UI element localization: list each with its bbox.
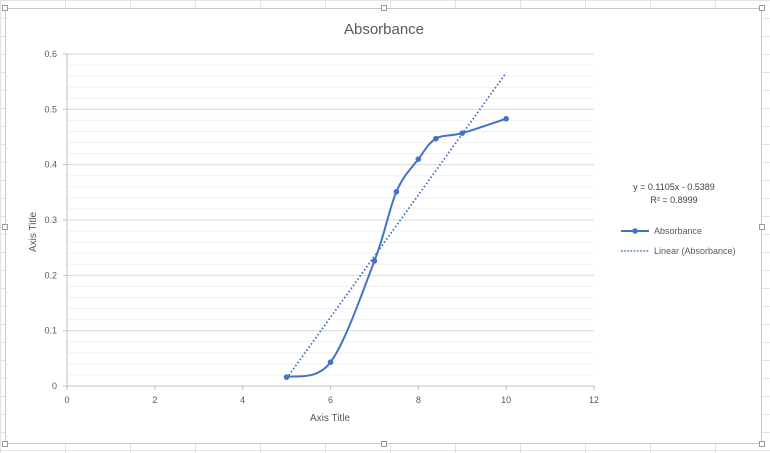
absorbance-data-point xyxy=(433,135,439,142)
legend-label-absorbance: Absorbance xyxy=(654,226,702,236)
y-tick-label: 0 xyxy=(52,381,57,391)
y-axis-tick-labels: 0 0.1 0.2 0.3 0.4 0.5 0.6 xyxy=(44,49,57,391)
x-tick-label: 0 xyxy=(64,395,69,405)
resize-handle-bottom-center[interactable] xyxy=(381,441,387,447)
trendline-equation[interactable]: y = 0.1105x - 0.5389 xyxy=(633,182,715,192)
y-tick-label: 0.1 xyxy=(44,326,57,336)
chart-title[interactable]: Absorbance xyxy=(344,21,424,38)
x-tick-label: 4 xyxy=(240,395,245,405)
minor-gridlines xyxy=(67,64,594,376)
resize-handle-middle-left[interactable] xyxy=(2,224,8,230)
trendline-linear-absorbance xyxy=(285,72,507,379)
x-tick-label: 6 xyxy=(328,395,333,405)
resize-handle-top-left[interactable] xyxy=(2,5,8,11)
resize-handle-bottom-right[interactable] xyxy=(759,441,765,447)
legend[interactable]: Absorbance Linear (Absorbance) xyxy=(621,226,736,256)
legend-label-linear-absorbance: Linear (Absorbance) xyxy=(654,246,736,256)
trendline-r-squared: R² = 0.8999 xyxy=(650,195,697,205)
x-tick-label: 12 xyxy=(589,395,599,405)
absorbance-data-point xyxy=(503,115,509,122)
y-axis-title[interactable]: Axis Title xyxy=(28,212,39,252)
x-tick-label: 2 xyxy=(152,395,157,405)
axes xyxy=(63,53,595,390)
y-tick-label: 0.6 xyxy=(44,49,57,59)
y-tick-label: 0.2 xyxy=(44,270,57,280)
resize-handle-middle-right[interactable] xyxy=(759,224,765,230)
resize-handle-top-center[interactable] xyxy=(381,5,387,11)
plot-series[interactable] xyxy=(283,72,509,380)
x-axis-title[interactable]: Axis Title xyxy=(310,413,350,424)
x-tick-label: 8 xyxy=(416,395,421,405)
absorbance-data-point xyxy=(283,374,290,380)
x-tick-label: 10 xyxy=(501,395,511,405)
y-tick-label: 0.4 xyxy=(44,160,57,170)
absorbance-data-point xyxy=(327,359,334,366)
legend-absorbance-marker-icon xyxy=(632,228,638,234)
absorbance-series-line xyxy=(286,117,507,379)
absorbance-data-point xyxy=(393,188,400,195)
absorbance-data-point xyxy=(415,156,422,162)
resize-handle-bottom-left[interactable] xyxy=(2,441,8,447)
x-axis-tick-labels: 0 2 4 6 8 10 12 xyxy=(64,395,599,405)
resize-handle-top-right[interactable] xyxy=(759,5,765,11)
absorbance-data-point xyxy=(459,130,466,136)
chart-area[interactable] xyxy=(2,5,765,447)
absorbance-data-point xyxy=(371,258,378,264)
major-gridlines xyxy=(67,53,594,332)
y-tick-label: 0.5 xyxy=(44,104,57,114)
y-tick-label: 0.3 xyxy=(44,215,57,225)
